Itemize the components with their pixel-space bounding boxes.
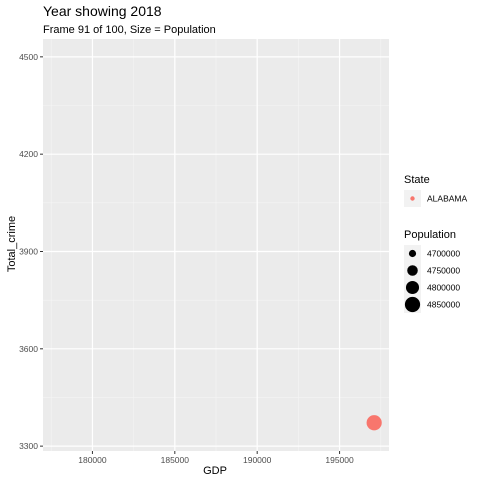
y-axis: 3300 3600 3900 4200 4500 [19, 52, 43, 451]
size-legend-title: Population [404, 229, 456, 241]
data-points [366, 415, 382, 431]
x-tick-label: 185000 [161, 455, 190, 465]
color-legend: State ALABAMA [404, 174, 467, 207]
chart-title: Year showing 2018 [43, 3, 162, 19]
y-tick-label: 3300 [19, 441, 38, 451]
size-legend: Population 4700000 4750000 4800000 4850000 [404, 229, 460, 313]
y-axis-title: Total_crime [6, 216, 18, 272]
size-legend-label: 4800000 [427, 283, 460, 293]
size-legend-symbol [405, 280, 420, 295]
chart-subtitle: Frame 91 of 100, Size = Population [43, 24, 216, 36]
y-tick-label: 3900 [19, 246, 38, 256]
x-tick-label: 190000 [243, 455, 272, 465]
size-legend-label: 4750000 [427, 266, 460, 276]
size-legend-symbol [407, 265, 418, 276]
y-tick-label: 4200 [19, 149, 38, 159]
size-legend-symbol [404, 296, 421, 313]
x-tick-label: 195000 [325, 455, 354, 465]
data-point [366, 415, 382, 431]
grid-minor [43, 39, 389, 451]
size-legend-symbol [408, 249, 417, 258]
color-legend-label: ALABAMA [427, 194, 467, 204]
y-tick-label: 3600 [19, 344, 38, 354]
x-axis: 180000 185000 190000 195000 [78, 451, 354, 465]
color-legend-swatch [410, 196, 415, 201]
size-legend-label: 4700000 [427, 249, 460, 259]
color-legend-title: State [404, 174, 430, 186]
grid-major [43, 39, 389, 451]
x-tick-label: 180000 [78, 455, 107, 465]
y-tick-label: 4500 [19, 52, 38, 62]
x-axis-title: GDP [203, 465, 227, 477]
size-legend-label: 4850000 [427, 300, 460, 310]
